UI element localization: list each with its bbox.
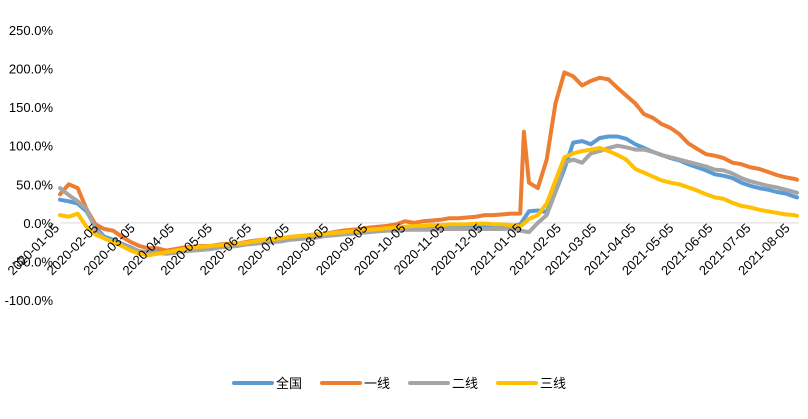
y-tick-label: -100.0% (5, 293, 54, 308)
y-tick-label: 100.0% (9, 139, 54, 154)
chart-legend: 全国 一线 二线 三线 (232, 376, 566, 391)
y-tick-label: 150.0% (9, 100, 54, 115)
y-tick-label: 50.0% (16, 177, 53, 192)
y-tick-label: 200.0% (9, 62, 54, 77)
legend-label-2: 二线 (452, 376, 478, 391)
series-line-2 (58, 143, 799, 256)
legend-label-1: 一线 (364, 376, 390, 391)
legend-label-0: 全国 (276, 376, 302, 391)
series-lines (58, 70, 799, 258)
y-tick-label: 0.0% (23, 216, 53, 231)
y-axis-tick-labels: 250.0% 200.0% 150.0% 100.0% 50.0% 0.0% -50.0% -… (5, 23, 54, 308)
series-line-3 (58, 146, 799, 258)
legend-label-3: 三线 (540, 376, 566, 391)
y-tick-label: 250.0% (9, 23, 54, 38)
x-axis-tick-labels: 2020-01-052020-02-052020-03-052020-04-05… (4, 220, 792, 278)
y-tick-label: -50.0% (12, 254, 54, 269)
